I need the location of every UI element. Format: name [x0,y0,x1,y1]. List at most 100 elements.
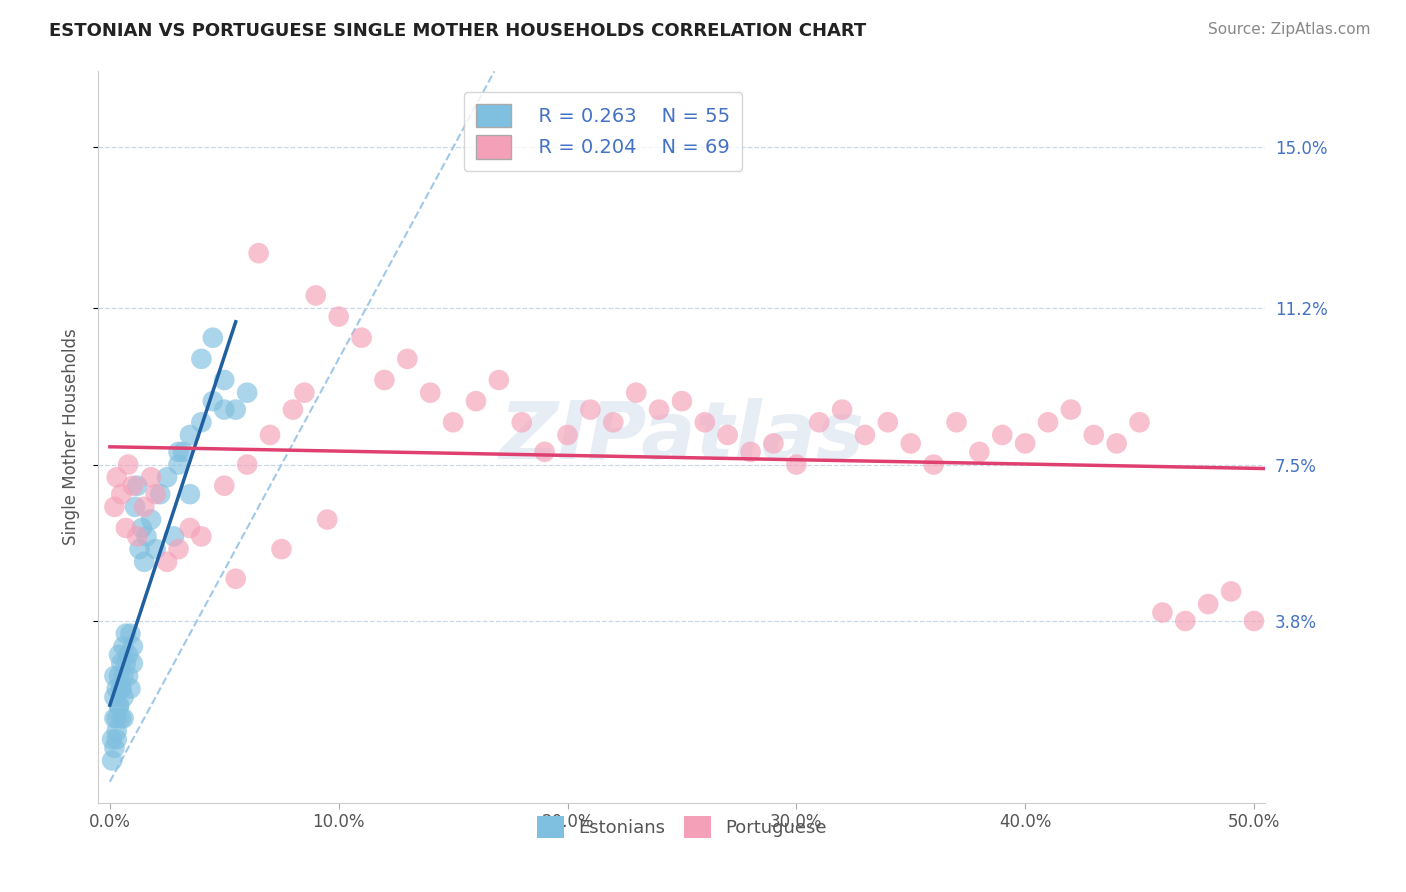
Point [110,681,132,696]
Point [808,415,831,429]
Point [201,394,224,409]
Point [190,351,212,366]
Point [236,458,259,472]
Point [1014,436,1036,450]
Point [105,723,128,738]
Point [488,373,510,387]
Point [1060,402,1083,417]
Point [145,487,167,501]
Point [969,445,991,459]
Point [328,310,350,324]
Point [214,373,236,387]
Point [101,732,124,747]
Point [785,458,807,472]
Point [1197,597,1219,611]
Point [127,479,149,493]
Point [259,428,281,442]
Point [305,288,328,302]
Legend: Estonians, Portuguese: Estonians, Portuguese [530,808,834,845]
Point [225,402,247,417]
Point [693,415,716,429]
Point [112,690,135,705]
Point [292,385,315,400]
Point [900,436,922,450]
Point [831,402,853,417]
Point [316,512,339,526]
Point [115,657,138,671]
Point [103,669,125,683]
Point [103,711,125,725]
Point [121,640,143,654]
Point [579,402,602,417]
Point [1036,415,1059,429]
Point [1174,614,1197,628]
Point [108,648,131,662]
Point [350,331,373,345]
Point [105,711,128,725]
Point [510,415,533,429]
Point [1128,415,1150,429]
Point [128,542,150,557]
Point [117,458,139,472]
Point [108,669,131,683]
Point [120,626,142,640]
Point [1105,436,1128,450]
Point [121,479,143,493]
Point [167,445,190,459]
Point [225,572,247,586]
Text: ZIPatlas: ZIPatlas [499,398,865,476]
Point [214,479,236,493]
Point [179,521,201,535]
Point [922,458,945,472]
Point [167,458,190,472]
Point [110,681,132,696]
Point [441,415,464,429]
Point [201,331,224,345]
Point [110,711,132,725]
Point [557,428,579,442]
Point [190,415,212,429]
Point [156,470,179,484]
Point [179,487,201,501]
Point [876,415,898,429]
Point [103,690,125,705]
Point [108,698,131,713]
Point [179,428,201,442]
Point [127,529,149,543]
Point [103,740,125,755]
Point [105,681,128,696]
Point [740,445,762,459]
Point [110,657,132,671]
Point [112,711,135,725]
Text: Source: ZipAtlas.com: Source: ZipAtlas.com [1208,22,1371,37]
Point [236,385,259,400]
Point [214,402,236,417]
Point [648,402,671,417]
Point [145,542,167,557]
Point [134,500,156,514]
Point [115,626,138,640]
Point [112,640,135,654]
Text: ESTONIAN VS PORTUGUESE SINGLE MOTHER HOUSEHOLDS CORRELATION CHART: ESTONIAN VS PORTUGUESE SINGLE MOTHER HOU… [49,22,866,40]
Point [190,529,212,543]
Point [167,542,190,557]
Point [115,521,138,535]
Point [533,445,555,459]
Point [135,529,157,543]
Point [247,246,270,260]
Point [163,529,186,543]
Point [121,657,143,671]
Point [1152,606,1174,620]
Point [105,732,128,747]
Point [1083,428,1105,442]
Point [108,698,131,713]
Point [945,415,967,429]
Point [762,436,785,450]
Point [373,373,395,387]
Point [139,470,162,484]
Point [156,555,179,569]
Point [103,500,125,514]
Point [853,428,876,442]
Point [112,669,135,683]
Point [139,512,162,526]
